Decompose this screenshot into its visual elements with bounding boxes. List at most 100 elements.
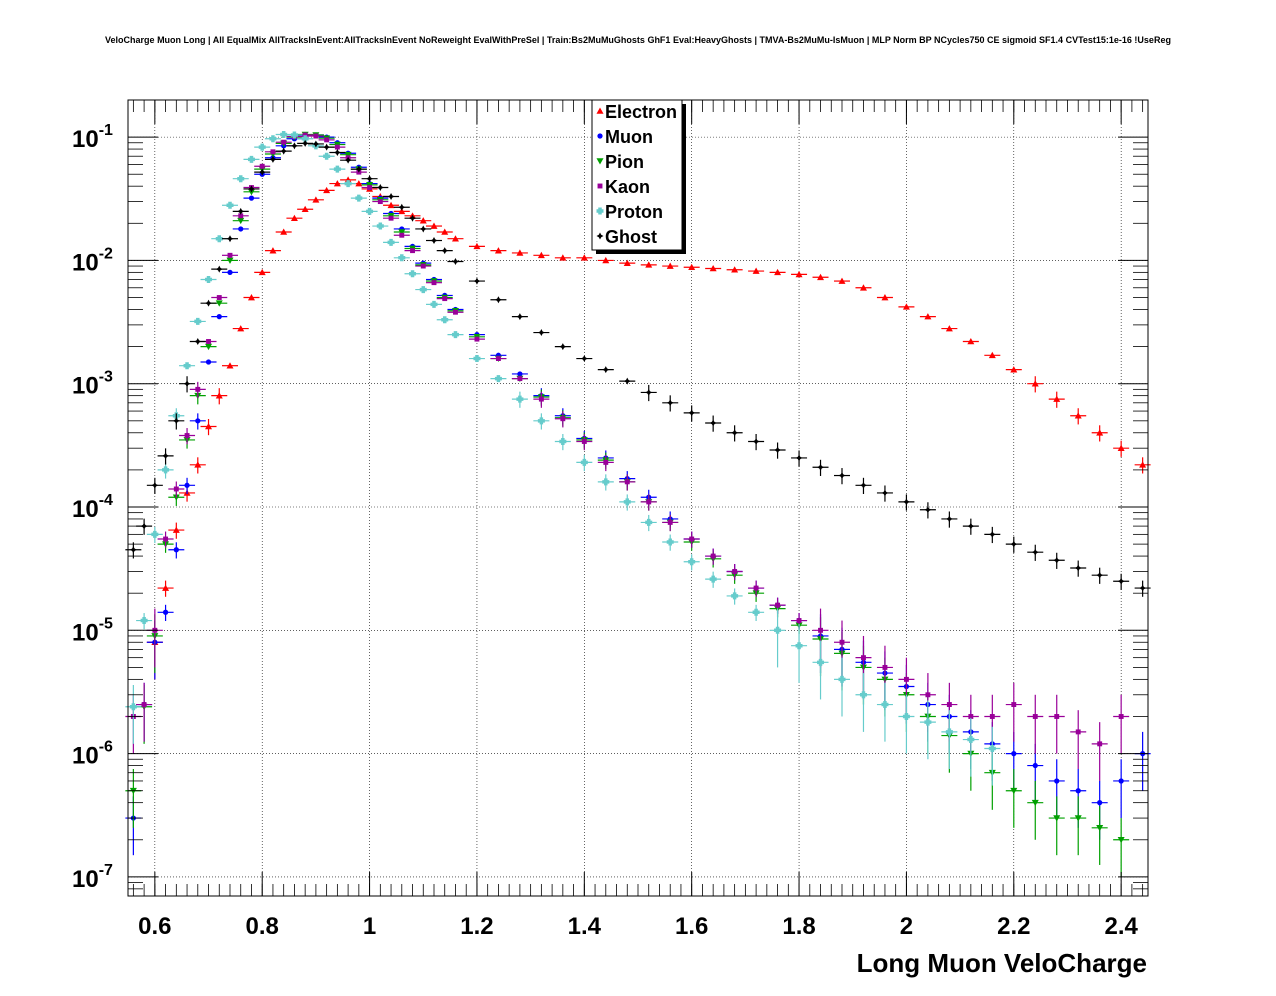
x-tick-label: 0.6 [138,913,171,940]
data-point-proton [962,717,979,777]
x-tick-label: 1.4 [568,913,602,940]
data-point-electron [984,351,1001,359]
data-point-proton [372,222,389,230]
data-point-ghost [297,139,314,147]
data-point-proton [812,640,829,700]
data-point-kaon [372,199,389,205]
data-point-ghost [576,355,593,363]
data-point-muon [232,226,249,232]
data-point-kaon [146,608,163,668]
y-tick-exponent: -5 [99,615,113,632]
data-point-kaon [511,376,528,382]
y-tick-label: 10-7 [72,862,113,893]
y-tick-exponent: -3 [99,369,113,386]
data-point-ghost [511,313,528,321]
data-point-proton [705,571,722,588]
data-point-ghost [490,296,507,304]
legend-entry-kaon: Kaon [597,177,650,197]
data-point-ghost [146,477,163,494]
data-point-ghost [286,142,303,150]
data-point-electron [168,522,185,539]
data-point-ghost [962,518,979,535]
legend-label: Pion [605,152,644,172]
data-point-electron [1070,408,1087,425]
data-point-ghost [1070,560,1087,577]
legend-entry-muon: Muon [597,127,653,147]
y-tick-base: 10 [72,373,99,400]
data-point-ghost [554,343,571,351]
legend-label: Kaon [605,177,650,197]
y-tick-base: 10 [72,866,99,893]
data-point-electron [157,580,174,597]
data-point-ghost [941,511,958,528]
data-point-kaon [554,411,571,428]
x-tick-label: 2.4 [1104,913,1138,940]
data-point-kaon [404,248,421,254]
data-point-ghost [361,175,378,183]
legend-marker-proton [596,207,604,215]
data-point-electron [619,259,636,266]
data-point-proton [264,135,281,143]
data-point-ghost [211,265,228,273]
data-point-proton [404,270,421,278]
data-point-muon [243,195,260,201]
data-point-ghost [436,247,453,255]
data-point-electron [426,222,442,229]
data-point-kaon [640,494,657,511]
data-point-electron [726,266,743,273]
legend-label: Ghost [605,227,657,247]
data-point-ghost [200,299,217,307]
legend-marker-pion [596,158,604,165]
data-point-electron [447,235,464,242]
data-point-ghost [1027,544,1044,561]
series-proton [125,131,1001,786]
data-point-proton [919,700,936,760]
data-point-kaon [1048,694,1065,754]
data-point-ghost [1091,567,1108,584]
legend-entry-electron: Electron [596,102,677,122]
data-point-kaon [436,296,453,302]
data-point-electron [597,256,614,264]
data-point-proton [189,317,206,325]
data-point-proton [361,207,378,215]
data-point-kaon [275,139,292,145]
data-point-electron [748,267,765,274]
data-point-proton [576,454,593,472]
y-tick-base: 10 [72,619,99,646]
data-point-kaon [189,381,206,399]
legend-label: Electron [605,102,677,122]
data-point-proton [490,375,507,383]
data-point-kaon [619,474,636,491]
data-point-proton [318,152,335,160]
y-tick-exponent: -6 [99,739,113,756]
data-point-kaon [597,454,614,472]
data-point-kaon [254,163,271,169]
data-point-kaon [168,481,185,498]
data-point-ghost [275,147,292,155]
legend-label: Muon [605,127,653,147]
data-point-electron [286,214,303,221]
y-tick-label: 10-1 [72,122,113,153]
data-point-electron [1091,425,1108,442]
data-point-ghost [350,165,367,173]
data-point-electron [200,418,217,436]
data-point-kaon [576,433,593,451]
data-point-electron [554,254,571,261]
data-point-ghost [1113,573,1130,590]
data-point-proton [941,710,958,770]
data-point-proton [748,604,765,621]
data-point-proton [791,623,808,683]
data-point-kaon [1005,682,1022,742]
data-point-proton [329,165,346,173]
data-point-proton [415,286,432,294]
data-point-proton [222,201,238,209]
data-point-kaon [726,563,743,581]
data-point-ghost [447,257,464,265]
grid [128,100,1148,896]
legend-marker-ghost [596,232,604,240]
data-point-electron [683,263,700,271]
data-point-proton [297,135,314,143]
legend-marker-kaon [597,183,603,189]
legend-entry-ghost: Ghost [596,227,657,247]
